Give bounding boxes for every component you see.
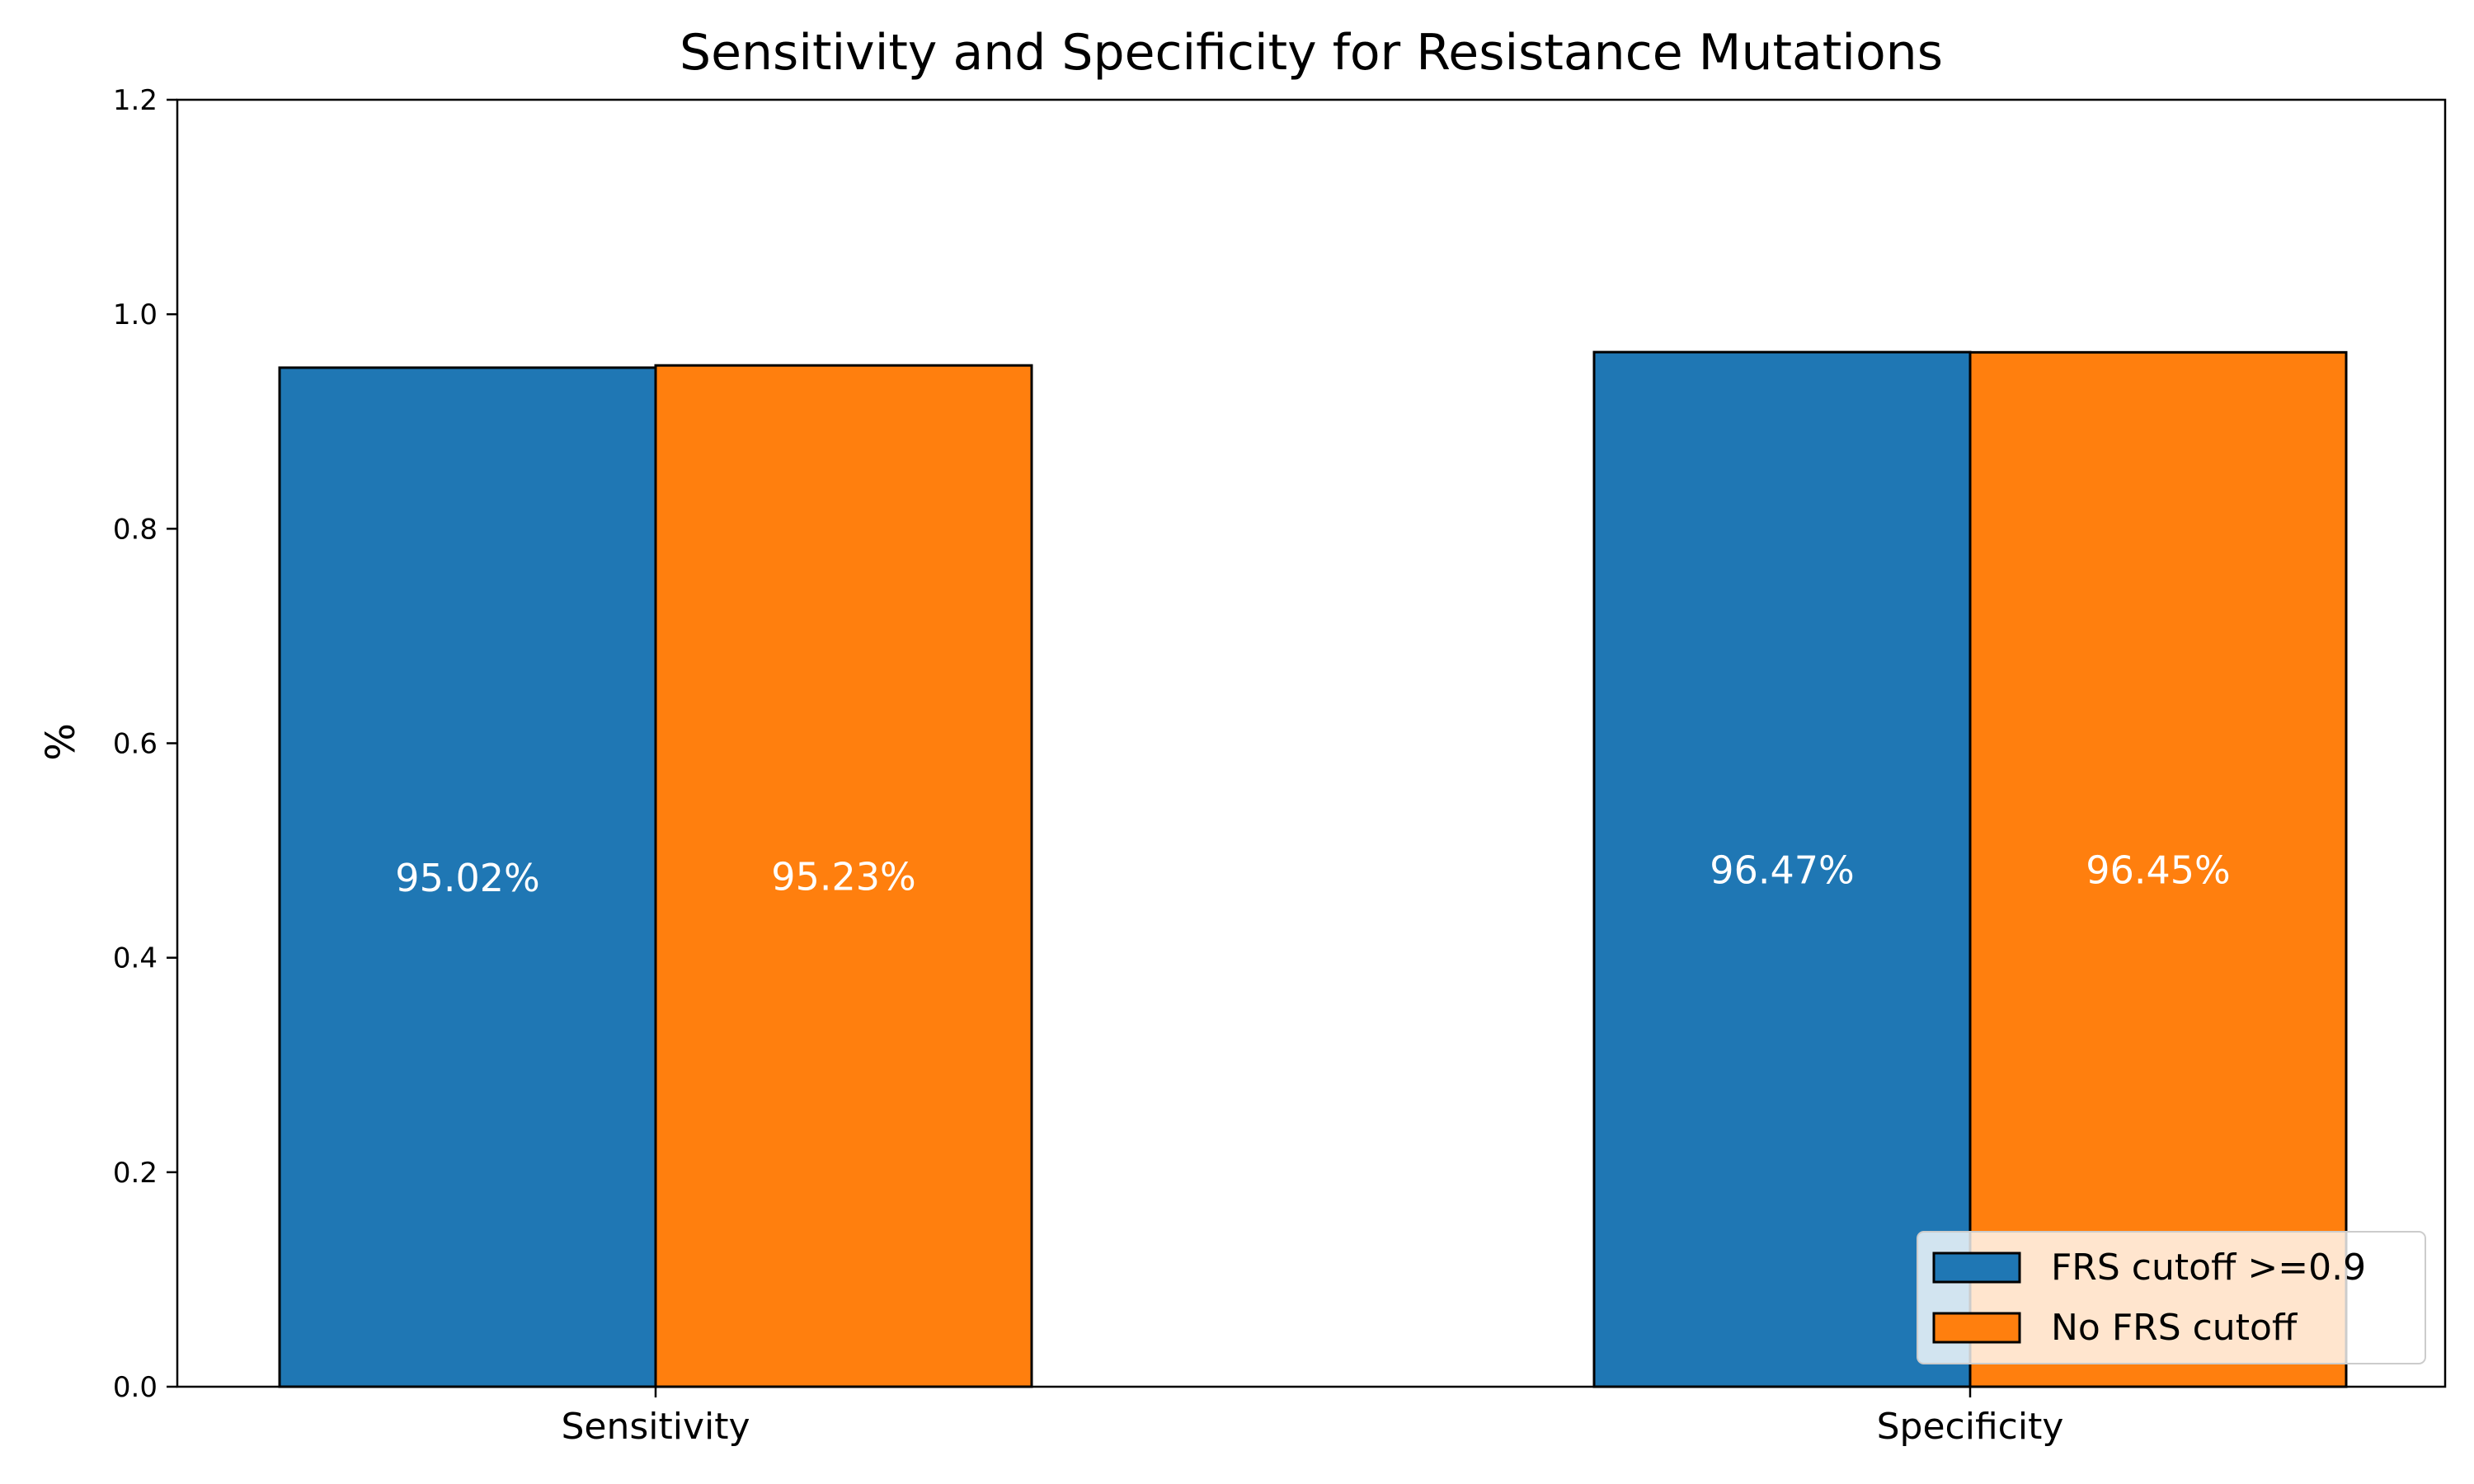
y-tick-label: 0.0 [113, 1371, 158, 1404]
bar-frs-cutoff-0-9-sensitivity [278, 366, 657, 1388]
y-axis-label: % [38, 723, 84, 761]
y-tick-label: 0.6 [113, 728, 158, 761]
legend: FRS cutoff >=0.9 No FRS cutoff [1917, 1231, 2426, 1364]
bar-value-label: 95.02% [395, 856, 539, 900]
legend-box [1917, 1231, 2426, 1364]
chart-title: Sensitivity and Specificity for Resistan… [680, 24, 1943, 82]
y-tick-label: 0.8 [113, 513, 158, 546]
x-tick-label: Specificity [1877, 1406, 2064, 1448]
y-tick-label: 0.4 [113, 942, 158, 975]
legend-label: No FRS cutoff [2051, 1307, 2298, 1349]
y-tick-label: 0.2 [113, 1157, 158, 1190]
bar-value-label: 95.23% [771, 855, 915, 899]
y-tick-label: 1.2 [113, 84, 158, 117]
legend-swatch [1932, 1312, 2021, 1344]
y-axis: 0.0 0.2 0.4 0.6 0.8 1.0 1.2 [113, 84, 177, 1404]
bar-no-frs-cutoff-specificity [1968, 350, 2348, 1388]
bar-frs-cutoff-0-9-specificity [1592, 350, 1972, 1388]
x-tick-label: Sensitivity [561, 1406, 750, 1448]
bar-value-label: 96.47% [1710, 848, 1854, 893]
legend-label: FRS cutoff >=0.9 [2051, 1247, 2366, 1289]
legend-swatch [1932, 1252, 2021, 1284]
bar-value-label: 96.45% [2086, 848, 2230, 893]
bar-labels-layer: 95.02% 96.47% 95.23% 96.45% [395, 848, 2230, 900]
x-axis: Sensitivity Specificity [561, 1387, 2063, 1448]
bar-no-frs-cutoff-sensitivity [654, 364, 1033, 1388]
y-tick-label: 1.0 [113, 298, 158, 331]
plot-frame [176, 98, 2447, 1388]
bars-layer [278, 350, 2348, 1388]
